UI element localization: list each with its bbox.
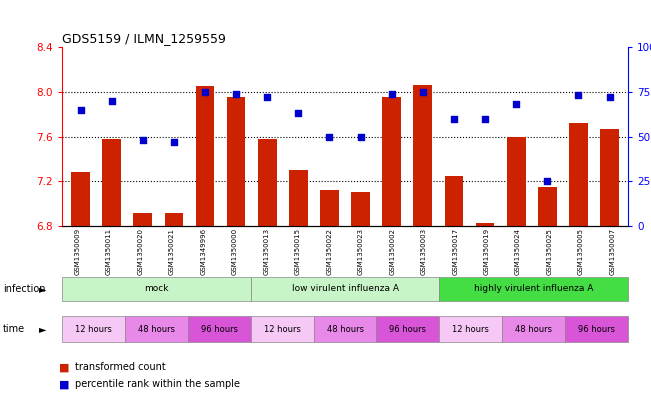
Text: ■: ■ <box>59 362 69 373</box>
Point <box>387 90 397 97</box>
Text: 48 hours: 48 hours <box>138 325 174 334</box>
Text: 12 hours: 12 hours <box>452 325 490 334</box>
Point <box>106 97 117 104</box>
Bar <box>476 222 494 226</box>
Point <box>604 94 615 100</box>
Text: GSM1350019: GSM1350019 <box>484 228 490 275</box>
Point <box>542 178 553 184</box>
Text: GSM1349996: GSM1349996 <box>201 228 206 275</box>
Text: GSM1350015: GSM1350015 <box>295 228 301 275</box>
Bar <box>71 172 90 226</box>
Point <box>511 101 521 108</box>
Bar <box>165 213 183 226</box>
Bar <box>289 170 308 226</box>
Bar <box>445 176 464 226</box>
Text: 96 hours: 96 hours <box>389 325 426 334</box>
Bar <box>133 213 152 226</box>
Text: ■: ■ <box>59 379 69 389</box>
Text: percentile rank within the sample: percentile rank within the sample <box>75 379 240 389</box>
Bar <box>196 86 214 226</box>
Text: GSM1350011: GSM1350011 <box>106 228 112 275</box>
Point <box>324 133 335 140</box>
Text: GSM1350020: GSM1350020 <box>137 228 143 275</box>
Text: mock: mock <box>144 285 169 293</box>
Bar <box>102 139 121 226</box>
Text: time: time <box>3 324 25 334</box>
Point <box>574 92 584 99</box>
Bar <box>413 85 432 226</box>
Text: GSM1350002: GSM1350002 <box>389 228 395 275</box>
Bar <box>507 137 525 226</box>
Text: GSM1350007: GSM1350007 <box>609 228 615 275</box>
Text: GSM1350017: GSM1350017 <box>452 228 458 275</box>
Text: 96 hours: 96 hours <box>201 325 238 334</box>
Bar <box>352 193 370 226</box>
Text: GSM1350000: GSM1350000 <box>232 228 238 275</box>
Text: GSM1350025: GSM1350025 <box>547 228 553 275</box>
Text: GDS5159 / ILMN_1259559: GDS5159 / ILMN_1259559 <box>62 32 226 45</box>
Point <box>137 137 148 143</box>
Point <box>200 89 210 95</box>
Point <box>418 89 428 95</box>
Bar <box>258 139 277 226</box>
Bar <box>569 123 588 226</box>
Text: GSM1350009: GSM1350009 <box>75 228 81 275</box>
Bar <box>382 97 401 226</box>
Bar <box>538 187 557 226</box>
Text: GSM1350022: GSM1350022 <box>326 228 332 275</box>
Text: GSM1350013: GSM1350013 <box>264 228 270 275</box>
Bar <box>227 97 245 226</box>
Text: 12 hours: 12 hours <box>264 325 301 334</box>
Point <box>262 94 272 100</box>
Text: transformed count: transformed count <box>75 362 165 373</box>
Bar <box>600 129 619 226</box>
Text: 48 hours: 48 hours <box>327 325 363 334</box>
Point <box>293 110 303 116</box>
Text: GSM1350003: GSM1350003 <box>421 228 426 275</box>
Point <box>231 90 242 97</box>
Text: ►: ► <box>38 324 46 334</box>
Text: GSM1350024: GSM1350024 <box>515 228 521 275</box>
Point <box>169 139 179 145</box>
Text: GSM1350023: GSM1350023 <box>358 228 364 275</box>
Text: infection: infection <box>3 284 46 294</box>
Text: GSM1350005: GSM1350005 <box>578 228 584 275</box>
Text: 96 hours: 96 hours <box>578 325 615 334</box>
Bar <box>320 190 339 226</box>
Text: low virulent influenza A: low virulent influenza A <box>292 285 398 293</box>
Text: highly virulent influenza A: highly virulent influenza A <box>474 285 594 293</box>
Point <box>76 107 86 113</box>
Point <box>355 133 366 140</box>
Text: 48 hours: 48 hours <box>516 325 552 334</box>
Text: ►: ► <box>38 284 46 294</box>
Text: GSM1350021: GSM1350021 <box>169 228 175 275</box>
Point <box>449 116 459 122</box>
Text: 12 hours: 12 hours <box>75 325 112 334</box>
Point <box>480 116 490 122</box>
